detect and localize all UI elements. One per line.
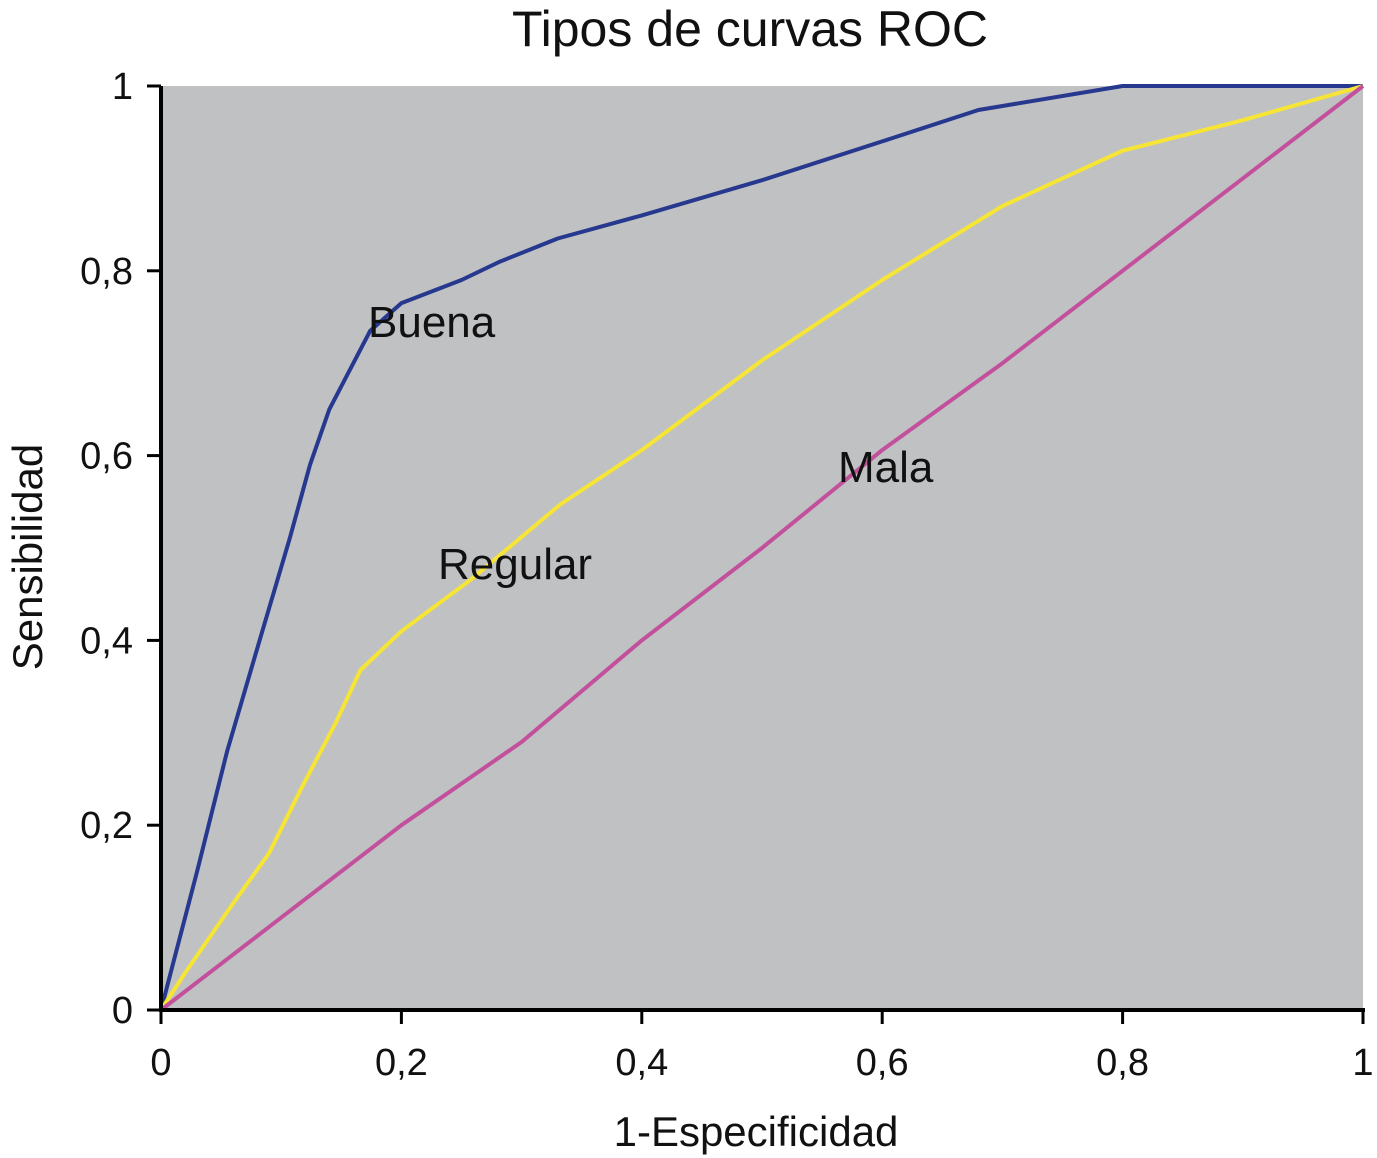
x-tick-label: 0,6 bbox=[856, 1042, 909, 1084]
series-line-buena bbox=[159, 84, 1363, 1011]
y-tick-label: 1 bbox=[112, 66, 133, 108]
x-tick-label: 0,2 bbox=[375, 1042, 428, 1084]
y-tick-label: 0,6 bbox=[80, 436, 133, 478]
x-tick-label: 0 bbox=[150, 1042, 171, 1084]
y-tick-label: 0,4 bbox=[80, 620, 133, 662]
x-tick-label: 0,8 bbox=[1096, 1042, 1149, 1084]
x-tick-label: 1 bbox=[1352, 1042, 1373, 1084]
y-tick-label: 0 bbox=[112, 990, 133, 1032]
y-tick-label: 0,2 bbox=[80, 805, 133, 847]
curve-label-buena: Buena bbox=[368, 298, 496, 347]
curve-label-regular: Regular bbox=[438, 540, 592, 589]
chart-title: Tipos de curvas ROC bbox=[512, 1, 988, 57]
y-tick-label: 0,8 bbox=[80, 251, 133, 293]
x-tick-label: 0,4 bbox=[615, 1042, 668, 1084]
y-axis-title: Sensibilidad bbox=[4, 444, 51, 671]
curve-label-mala: Mala bbox=[838, 443, 934, 492]
series-line-regular bbox=[159, 84, 1364, 1012]
series-line-mala bbox=[159, 84, 1365, 1012]
x-axis-title: 1-Especificidad bbox=[614, 1108, 899, 1155]
